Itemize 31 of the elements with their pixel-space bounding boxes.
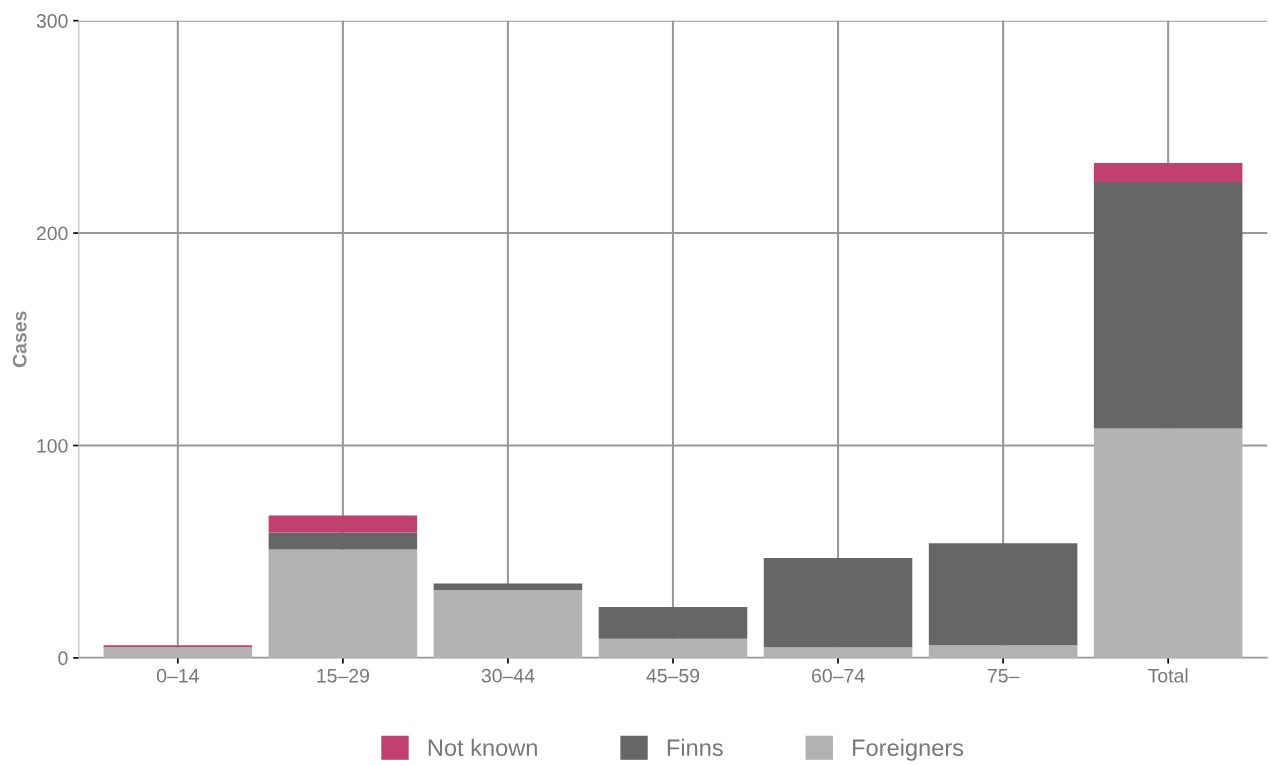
bar <box>268 515 418 533</box>
x-tick-label: 0–14 <box>156 668 199 683</box>
bar <box>433 589 583 658</box>
bar <box>433 583 583 590</box>
bar <box>763 647 913 658</box>
bar <box>1093 162 1243 183</box>
y-tick-label: 100 <box>37 438 68 453</box>
x-tick-label: 75– <box>987 669 1020 683</box>
bar <box>598 638 748 658</box>
x-tick-label: 30–44 <box>481 668 535 683</box>
y-axis-title: Cases <box>12 311 27 368</box>
y-tick-label: 300 <box>36 14 68 28</box>
x-tick-label: Total <box>1148 668 1188 683</box>
bar <box>928 543 1078 646</box>
x-tick-label: 60–74 <box>812 668 865 683</box>
legend-label: Foreigners <box>853 738 964 761</box>
y-tick-label: 0 <box>58 651 68 666</box>
legend-label: Not known <box>428 738 537 757</box>
bar <box>268 532 418 550</box>
bar <box>928 645 1078 658</box>
y-tick-label: 200 <box>36 226 68 241</box>
bar <box>763 558 913 648</box>
legend-label: Finns <box>667 738 723 757</box>
x-tick-label: 15–29 <box>317 668 369 683</box>
bar <box>1093 182 1243 429</box>
bar <box>103 645 253 648</box>
x-tick-label: 45–59 <box>646 668 700 683</box>
bar <box>268 549 418 658</box>
bar <box>598 606 748 639</box>
bar <box>103 647 253 658</box>
bar <box>1093 428 1243 658</box>
